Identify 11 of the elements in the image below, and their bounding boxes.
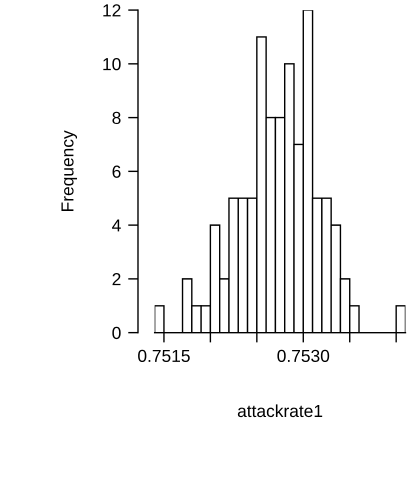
y-tick-label: 6 — [112, 166, 121, 178]
x-tick-label: 0.7515 — [138, 350, 190, 362]
x-axis-title: attackrate1 — [238, 404, 322, 418]
y-axis-title: Frequency — [61, 130, 78, 211]
x-tick-label: 0.7530 — [277, 350, 330, 362]
y-tick-label: 4 — [112, 219, 121, 232]
y-tick-label: 0 — [112, 326, 121, 340]
y-tick-label: 2 — [112, 273, 120, 286]
y-tick-label: 12 — [103, 4, 120, 16]
y-tick-label: 10 — [103, 58, 121, 70]
y-tick-label: 8 — [112, 112, 121, 124]
